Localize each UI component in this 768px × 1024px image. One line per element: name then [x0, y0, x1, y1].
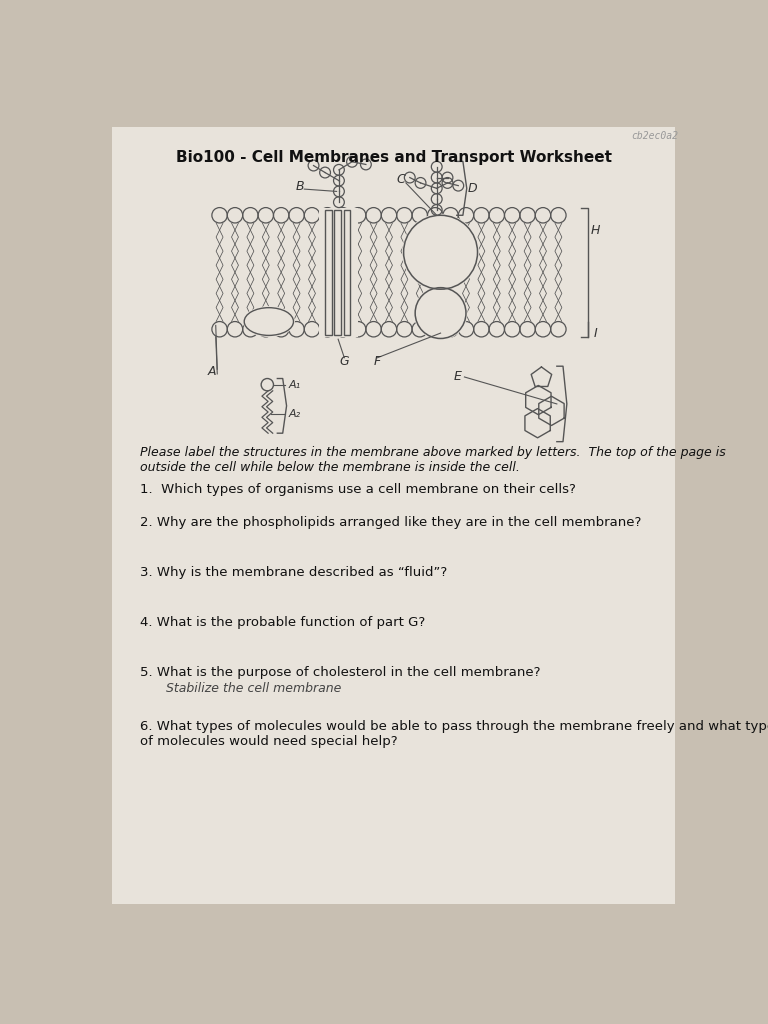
Text: 1.  Which types of organisms use a cell membrane on their cells?: 1. Which types of organisms use a cell m…	[141, 483, 576, 497]
Ellipse shape	[243, 306, 295, 337]
Bar	[343, 210, 350, 335]
Text: C: C	[396, 173, 405, 185]
Bar	[319, 208, 358, 337]
Circle shape	[414, 286, 468, 340]
Text: D: D	[467, 182, 477, 195]
Text: A₂: A₂	[288, 409, 300, 419]
Text: Stabilize the cell membrane: Stabilize the cell membrane	[150, 682, 341, 695]
Text: H: H	[591, 224, 600, 238]
Bar	[325, 210, 332, 335]
Text: Please label the structures in the membrane above marked by letters.  The top of: Please label the structures in the membr…	[141, 446, 726, 474]
Text: A₁: A₁	[288, 380, 300, 390]
Text: F: F	[374, 355, 381, 368]
Text: G: G	[339, 355, 349, 368]
Circle shape	[402, 214, 479, 291]
Bar	[334, 210, 341, 335]
Text: E: E	[454, 371, 462, 383]
Text: 4. What is the probable function of part G?: 4. What is the probable function of part…	[141, 615, 425, 629]
Text: cb2ec0a2: cb2ec0a2	[631, 131, 679, 140]
Text: A: A	[207, 366, 216, 378]
Text: B: B	[296, 179, 304, 193]
Text: 6. What types of molecules would be able to pass through the membrane freely and: 6. What types of molecules would be able…	[141, 720, 768, 748]
Text: Bio100 - Cell Membranes and Transport Worksheet: Bio100 - Cell Membranes and Transport Wo…	[176, 150, 611, 165]
Text: 2. Why are the phospholipids arranged like they are in the cell membrane?: 2. Why are the phospholipids arranged li…	[141, 515, 641, 528]
Text: 5. What is the purpose of cholesterol in the cell membrane?: 5. What is the purpose of cholesterol in…	[141, 666, 541, 679]
Text: I: I	[594, 327, 598, 340]
Text: 3. Why is the membrane described as “fluid”?: 3. Why is the membrane described as “flu…	[141, 565, 448, 579]
